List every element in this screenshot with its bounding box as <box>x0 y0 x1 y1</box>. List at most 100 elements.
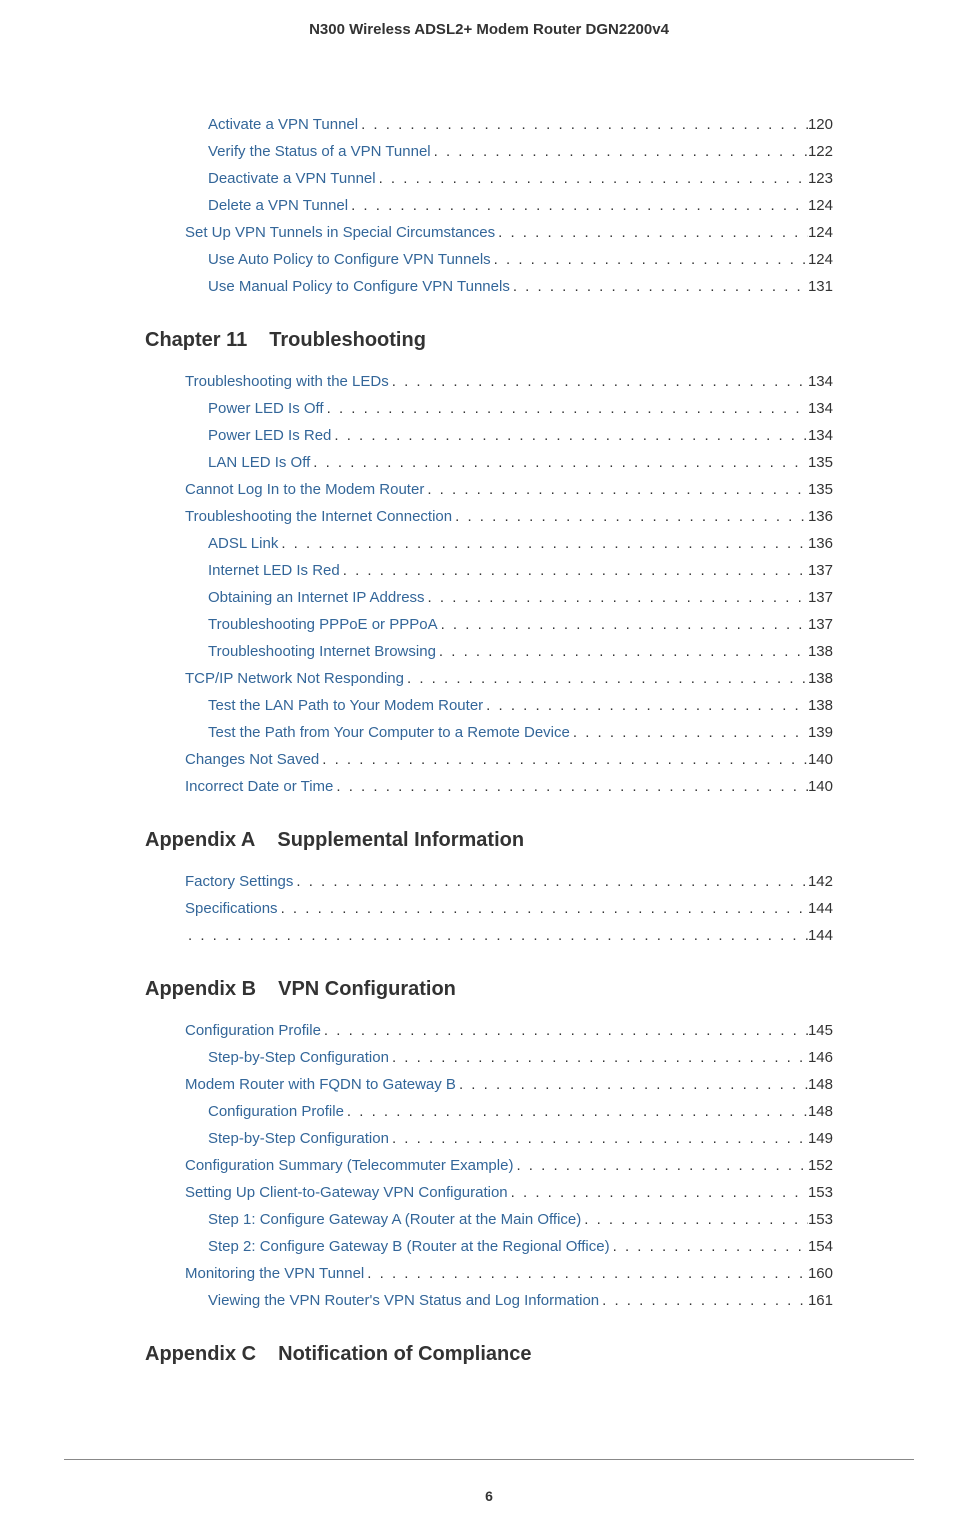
toc-entry[interactable]: Activate a VPN Tunnel. . . . . . . . . .… <box>145 113 833 137</box>
toc-content: Activate a VPN Tunnel. . . . . . . . . .… <box>0 38 978 1366</box>
toc-page-number: 137 <box>808 613 833 637</box>
toc-entry[interactable]: Test the Path from Your Computer to a Re… <box>145 721 833 745</box>
toc-entry-text: Delete a VPN Tunnel <box>208 194 348 218</box>
chapter-title: VPN Configuration <box>278 978 456 1000</box>
toc-leader-dots: . . . . . . . . . . . . . . . . . . . . … <box>456 1073 808 1097</box>
toc-page-number: 149 <box>808 1127 833 1151</box>
toc-entry[interactable]: Use Auto Policy to Configure VPN Tunnels… <box>145 248 833 272</box>
toc-page-number: 140 <box>808 775 833 799</box>
toc-entry[interactable]: Power LED Is Red. . . . . . . . . . . . … <box>145 424 833 448</box>
toc-leader-dots: . . . . . . . . . . . . . . . . . . . . … <box>389 1046 808 1070</box>
toc-page-number: 148 <box>808 1100 833 1124</box>
toc-page-number: 146 <box>808 1046 833 1070</box>
toc-entry[interactable]: Step 2: Configure Gateway B (Router at t… <box>145 1235 833 1259</box>
toc-entry[interactable]: Step 1: Configure Gateway A (Router at t… <box>145 1208 833 1232</box>
toc-entry[interactable]: LAN LED Is Off. . . . . . . . . . . . . … <box>145 451 833 475</box>
document-header-title: N300 Wireless ADSL2+ Modem Router DGN220… <box>0 0 978 38</box>
toc-leader-dots: . . . . . . . . . . . . . . . . . . . . … <box>319 748 808 772</box>
toc-entry[interactable]: Deactivate a VPN Tunnel. . . . . . . . .… <box>145 167 833 191</box>
toc-leader-dots: . . . . . . . . . . . . . . . . . . . . … <box>321 1019 808 1043</box>
toc-leader-dots: . . . . . . . . . . . . . . . . . . . . … <box>333 775 808 799</box>
toc-entry-text: Incorrect Date or Time <box>185 775 333 799</box>
toc-entry[interactable]: Verify the Status of a VPN Tunnel. . . .… <box>145 140 833 164</box>
toc-entry-text: Configuration Profile <box>185 1019 321 1043</box>
toc-entry[interactable]: Troubleshooting PPPoE or PPPoA . . . . .… <box>145 613 833 637</box>
toc-entry[interactable]: Factory Settings. . . . . . . . . . . . … <box>145 870 833 894</box>
toc-leader-dots: . . . . . . . . . . . . . . . . . . . . … <box>491 248 808 272</box>
toc-page-number: 153 <box>808 1208 833 1232</box>
toc-entry[interactable]: Modem Router with FQDN to Gateway B . . … <box>145 1073 833 1097</box>
chapter-title: Notification of Compliance <box>278 1343 531 1365</box>
toc-entry[interactable]: Troubleshooting with the LEDs . . . . . … <box>145 370 833 394</box>
toc-entry[interactable]: TCP/IP Network Not Responding. . . . . .… <box>145 667 833 691</box>
toc-leader-dots: . . . . . . . . . . . . . . . . . . . . … <box>483 694 808 718</box>
toc-entry[interactable]: Internet LED Is Red. . . . . . . . . . .… <box>145 559 833 583</box>
toc-page-number: 138 <box>808 667 833 691</box>
toc-page-number: 152 <box>808 1154 833 1178</box>
toc-page-number: 139 <box>808 721 833 745</box>
toc-page-number: 144 <box>808 897 833 921</box>
toc-entry-text: Step 2: Configure Gateway B (Router at t… <box>208 1235 610 1259</box>
toc-entry[interactable]: Power LED Is Off. . . . . . . . . . . . … <box>145 397 833 421</box>
toc-leader-dots: . . . . . . . . . . . . . . . . . . . . … <box>431 140 808 164</box>
toc-entry-text: Factory Settings <box>185 870 293 894</box>
toc-leader-dots: . . . . . . . . . . . . . . . . . . . . … <box>310 451 808 475</box>
toc-page-number: 134 <box>808 397 833 421</box>
toc-entry-text: Power LED Is Off <box>208 397 324 421</box>
chapter-number: Chapter 11 <box>145 329 247 351</box>
toc-page-number: 122 <box>808 140 833 164</box>
toc-page-number: 120 <box>808 113 833 137</box>
toc-leader-dots: . . . . . . . . . . . . . . . . . . . . … <box>436 640 808 664</box>
toc-entry[interactable]: Step-by-Step Configuration . . . . . . .… <box>145 1046 833 1070</box>
toc-entry-text: Monitoring the VPN Tunnel <box>185 1262 364 1286</box>
toc-entry[interactable]: Step-by-Step Configuration . . . . . . .… <box>145 1127 833 1151</box>
toc-entry[interactable]: Monitoring the VPN Tunnel . . . . . . . … <box>145 1262 833 1286</box>
toc-entry[interactable]: Specifications. . . . . . . . . . . . . … <box>145 897 833 921</box>
toc-entry-text: Configuration Profile <box>208 1100 344 1124</box>
toc-entry[interactable]: Setting Up Client-to-Gateway VPN Configu… <box>145 1181 833 1205</box>
toc-entry[interactable]: Troubleshooting the Internet Connection.… <box>145 505 833 529</box>
toc-page-number: 137 <box>808 559 833 583</box>
toc-entry[interactable]: Incorrect Date or Time. . . . . . . . . … <box>145 775 833 799</box>
toc-entry-text: Viewing the VPN Router's VPN Status and … <box>208 1289 599 1313</box>
toc-page-number: 123 <box>808 167 833 191</box>
toc-leader-dots: . . . . . . . . . . . . . . . . . . . . … <box>438 613 808 637</box>
toc-page-number: 142 <box>808 870 833 894</box>
toc-page-number: 136 <box>808 505 833 529</box>
toc-leader-dots: . . . . . . . . . . . . . . . . . . . . … <box>404 667 808 691</box>
toc-entry-text: Set Up VPN Tunnels in Special Circumstan… <box>185 221 495 245</box>
toc-entry[interactable]: Set Up VPN Tunnels in Special Circumstan… <box>145 221 833 245</box>
toc-page-number: 131 <box>808 275 833 299</box>
toc-entry[interactable]: Configuration Profile. . . . . . . . . .… <box>145 1019 833 1043</box>
toc-leader-dots: . . . . . . . . . . . . . . . . . . . . … <box>425 586 808 610</box>
toc-entry[interactable]: Test the LAN Path to Your Modem Router. … <box>145 694 833 718</box>
toc-entry-text: Step 1: Configure Gateway A (Router at t… <box>208 1208 581 1232</box>
toc-entry[interactable]: Viewing the VPN Router's VPN Status and … <box>145 1289 833 1313</box>
toc-entry[interactable]: . . . . . . . . . . . . . . . . . . . . … <box>145 924 833 948</box>
toc-entry-text: Use Auto Policy to Configure VPN Tunnels <box>208 248 491 272</box>
toc-page-number: 134 <box>808 424 833 448</box>
toc-page-number: 124 <box>808 221 833 245</box>
page-number: 6 <box>0 1488 978 1504</box>
toc-entry[interactable]: Troubleshooting Internet Browsing. . . .… <box>145 640 833 664</box>
toc-page-number: 124 <box>808 194 833 218</box>
toc-page-number: 140 <box>808 748 833 772</box>
toc-entry[interactable]: Changes Not Saved. . . . . . . . . . . .… <box>145 748 833 772</box>
toc-entry[interactable]: ADSL Link. . . . . . . . . . . . . . . .… <box>145 532 833 556</box>
toc-entry[interactable]: Obtaining an Internet IP Address. . . . … <box>145 586 833 610</box>
toc-leader-dots: . . . . . . . . . . . . . . . . . . . . … <box>348 194 808 218</box>
toc-page-number: 138 <box>808 694 833 718</box>
toc-entry[interactable]: Configuration Profile. . . . . . . . . .… <box>145 1100 833 1124</box>
toc-entry-text: Configuration Summary (Telecommuter Exam… <box>185 1154 513 1178</box>
toc-leader-dots: . . . . . . . . . . . . . . . . . . . . … <box>331 424 808 448</box>
toc-page-number: 154 <box>808 1235 833 1259</box>
toc-entry-text: Test the Path from Your Computer to a Re… <box>208 721 570 745</box>
toc-leader-dots: . . . . . . . . . . . . . . . . . . . . … <box>513 1154 808 1178</box>
toc-entry[interactable]: Delete a VPN Tunnel. . . . . . . . . . .… <box>145 194 833 218</box>
toc-entry[interactable]: Configuration Summary (Telecommuter Exam… <box>145 1154 833 1178</box>
toc-entry-text: Use Manual Policy to Configure VPN Tunne… <box>208 275 510 299</box>
toc-page-number: 137 <box>808 586 833 610</box>
toc-entry[interactable]: Use Manual Policy to Configure VPN Tunne… <box>145 275 833 299</box>
toc-entry-text: Troubleshooting Internet Browsing <box>208 640 436 664</box>
toc-entry[interactable]: Cannot Log In to the Modem Router . . . … <box>145 478 833 502</box>
